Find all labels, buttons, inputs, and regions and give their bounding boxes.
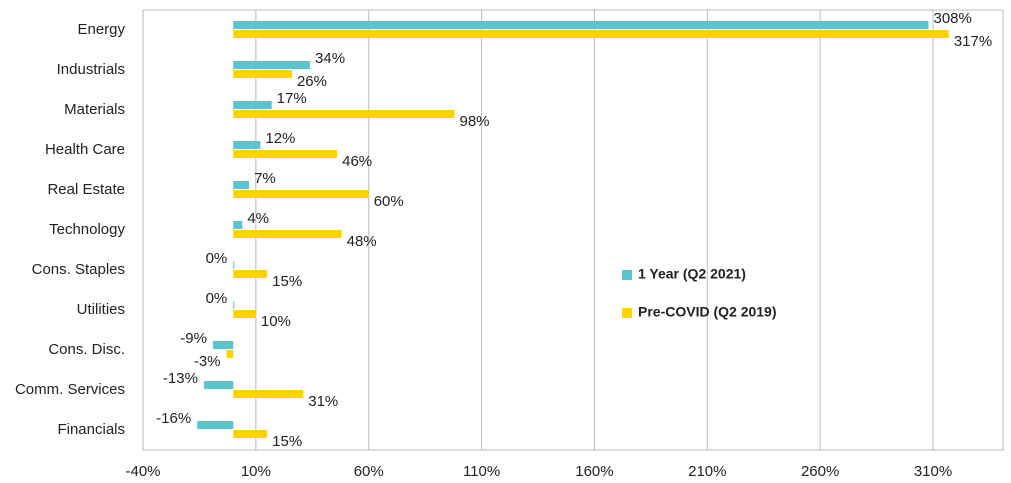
bar bbox=[233, 390, 304, 398]
bar bbox=[203, 381, 234, 389]
bar bbox=[233, 70, 292, 78]
data-label: 26% bbox=[297, 73, 327, 90]
bar bbox=[233, 221, 243, 229]
data-label: 0% bbox=[206, 290, 228, 307]
y-tick-label: Energy bbox=[77, 21, 125, 38]
bar bbox=[233, 101, 272, 109]
data-label: 0% bbox=[206, 250, 228, 267]
x-tick-label: 10% bbox=[241, 463, 271, 480]
data-label: -3% bbox=[194, 353, 221, 370]
y-tick-label: Real Estate bbox=[47, 181, 125, 198]
data-label: 7% bbox=[254, 170, 276, 187]
data-label: -9% bbox=[180, 330, 207, 347]
legend-swatch bbox=[622, 270, 632, 280]
y-tick-label: Utilities bbox=[77, 301, 125, 318]
data-label: -13% bbox=[163, 370, 198, 387]
y-tick-label: Financials bbox=[57, 421, 125, 438]
bar bbox=[233, 150, 338, 158]
bar bbox=[233, 261, 235, 269]
data-label: 15% bbox=[272, 433, 302, 450]
y-tick-label: Technology bbox=[49, 221, 125, 238]
bar bbox=[233, 430, 268, 438]
x-tick-label: 160% bbox=[575, 463, 613, 480]
data-label: 17% bbox=[277, 90, 307, 107]
data-label: 46% bbox=[342, 153, 372, 170]
data-label: 317% bbox=[954, 33, 992, 50]
data-label: 10% bbox=[261, 313, 291, 330]
data-label: -16% bbox=[156, 410, 191, 427]
bar bbox=[233, 230, 342, 238]
data-label: 34% bbox=[315, 50, 345, 67]
x-tick-label: 60% bbox=[354, 463, 384, 480]
bar bbox=[233, 270, 268, 278]
bar bbox=[226, 350, 234, 358]
y-tick-label: Materials bbox=[64, 101, 125, 118]
legend-label: 1 Year (Q2 2021) bbox=[638, 266, 746, 282]
data-label: 98% bbox=[459, 113, 489, 130]
x-tick-label: -40% bbox=[125, 463, 160, 480]
bar bbox=[233, 190, 369, 198]
data-label: 15% bbox=[272, 273, 302, 290]
x-tick-label: 110% bbox=[463, 463, 500, 480]
bar bbox=[197, 421, 234, 429]
bar bbox=[212, 341, 234, 349]
data-label: 48% bbox=[347, 233, 377, 250]
data-label: 308% bbox=[934, 10, 972, 27]
bar bbox=[233, 310, 256, 318]
bar bbox=[233, 21, 929, 29]
bar bbox=[233, 141, 261, 149]
y-tick-label: Health Care bbox=[45, 141, 125, 158]
data-label: 31% bbox=[308, 393, 338, 410]
y-tick-label: Comm. Services bbox=[15, 381, 125, 398]
y-tick-label: Cons. Disc. bbox=[48, 341, 125, 358]
data-label: 12% bbox=[265, 130, 295, 147]
y-tick-label: Cons. Staples bbox=[32, 261, 125, 278]
data-label: 60% bbox=[374, 193, 404, 210]
data-label: 4% bbox=[247, 210, 269, 227]
y-tick-label: Industrials bbox=[57, 61, 125, 78]
legend-label: Pre-COVID (Q2 2019) bbox=[638, 304, 777, 320]
bar bbox=[233, 61, 311, 69]
x-tick-label: 310% bbox=[914, 463, 952, 480]
bar bbox=[233, 301, 235, 309]
x-tick-label: 210% bbox=[688, 463, 726, 480]
x-tick-label: 260% bbox=[801, 463, 839, 480]
bar bbox=[233, 181, 250, 189]
legend-swatch bbox=[622, 308, 632, 318]
bar bbox=[233, 30, 949, 38]
bar bbox=[233, 110, 455, 118]
